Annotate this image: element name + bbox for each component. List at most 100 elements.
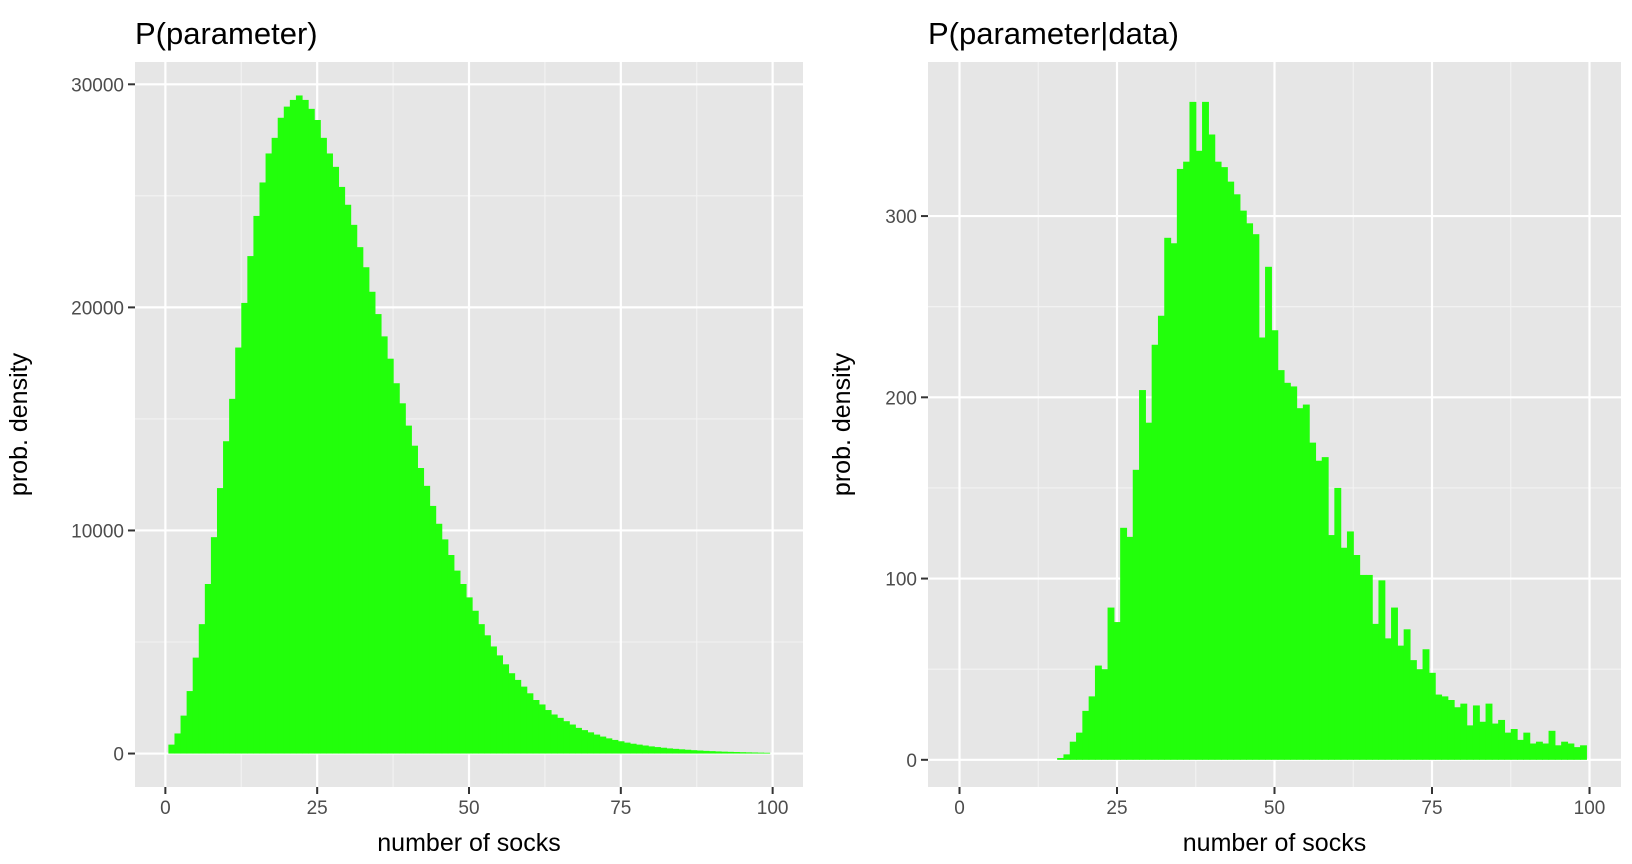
prior-histogram-bar [344, 204, 352, 754]
prior-histogram-bar [465, 597, 473, 754]
posterior-x-axis-ticks: 0 25 50 75 100 [954, 787, 1605, 819]
prior-histogram-bar [277, 117, 285, 754]
prior-histogram-bar [174, 733, 182, 754]
posterior-histogram-bar [1346, 531, 1354, 760]
prior-histogram-bar [387, 358, 394, 754]
posterior-histogram-bar [1164, 237, 1172, 760]
posterior-y-tick-label: 300 [885, 207, 917, 228]
prior-histogram-bar [532, 700, 540, 754]
prior-histogram-bar [727, 751, 734, 754]
posterior-histogram-bar [1529, 743, 1537, 760]
posterior-histogram-bar [1554, 745, 1562, 760]
prior-histogram-bar [192, 657, 200, 754]
prior-histogram-bar [186, 691, 194, 754]
prior-histogram-bar [393, 383, 400, 754]
posterior-histogram-bar [1151, 344, 1159, 760]
prior-histogram-bar [575, 727, 582, 754]
prior-x-tick-label: 75 [610, 798, 631, 819]
posterior-histogram-bar [1567, 743, 1575, 760]
posterior-histogram-bar [1202, 101, 1209, 760]
posterior-y-tick-label: 100 [885, 570, 917, 591]
posterior-histogram-bar [1113, 622, 1121, 760]
prior-y-tick-label: 20000 [71, 298, 124, 319]
posterior-histogram-bar [1176, 168, 1184, 760]
prior-histogram-bar [629, 743, 637, 754]
posterior-histogram-bar [1283, 382, 1291, 760]
prior-histogram-bar [259, 182, 267, 754]
prior-histogram-bar [271, 137, 279, 754]
prior-histogram-bar [660, 747, 667, 754]
prior-histogram-bar [599, 736, 607, 754]
posterior-x-axis-title: number of socks [1183, 829, 1366, 857]
posterior-histogram-bar [1157, 315, 1165, 760]
prior-histogram-bar [210, 537, 218, 754]
posterior-histogram-bar [1214, 161, 1222, 760]
posterior-histogram-bar [1296, 408, 1304, 760]
posterior-histogram-bar [1466, 725, 1474, 760]
prior-histogram-bar [380, 336, 388, 754]
posterior-histogram-bar [1542, 743, 1550, 760]
posterior-histogram-bar [1548, 730, 1556, 760]
prior-histogram-bar [362, 267, 370, 754]
prior-histogram-bar [623, 742, 631, 754]
posterior-histogram-bar [1094, 665, 1102, 760]
prior-histogram-bar [696, 750, 704, 754]
prior-histogram-bar [538, 704, 546, 754]
prior-histogram-bar [302, 99, 309, 754]
prior-histogram-bar [235, 347, 242, 754]
prior-histogram-bar [314, 120, 321, 754]
posterior-histogram-bar [1183, 161, 1191, 760]
prior-histogram-bar [678, 749, 686, 754]
posterior-histogram-bar [1523, 732, 1531, 760]
posterior-histogram-bar [1271, 330, 1279, 760]
prior-histogram-bar [745, 752, 752, 754]
prior-histogram-bar [550, 714, 558, 754]
posterior-histogram-bar [1409, 660, 1417, 760]
prior-histogram-bar [429, 505, 437, 754]
prior-histogram-bar [405, 425, 412, 754]
prior-histogram-bar [241, 302, 248, 754]
posterior-histogram-bar [1120, 527, 1128, 760]
prior-histogram-bar [502, 664, 510, 754]
posterior-histogram-bar [1504, 732, 1512, 760]
prior-histogram-bar [253, 215, 261, 754]
posterior-x-tick-label: 75 [1421, 798, 1442, 819]
prior-histogram-bar [374, 314, 382, 754]
prior-x-axis-title: number of socks [377, 829, 560, 857]
prior-plot-title: P(parameter) [135, 16, 318, 51]
posterior-histogram-bar [1340, 547, 1348, 760]
prior-histogram-bar [308, 108, 315, 754]
prior-histogram-bar [508, 673, 516, 754]
prior-histogram-bar [453, 570, 461, 754]
prior-histogram-bar [168, 744, 176, 754]
posterior-histogram-bar [1220, 167, 1228, 760]
prior-histogram-bar [423, 485, 431, 754]
prior-histogram-bar [490, 646, 497, 754]
prior-histogram-bar [684, 749, 692, 754]
posterior-histogram-bar [1208, 134, 1216, 760]
prior-histogram-bar [368, 291, 376, 754]
prior-y-tick-label: 10000 [71, 521, 124, 542]
posterior-y-tick-label: 200 [885, 388, 917, 409]
posterior-histogram-bar [1170, 243, 1178, 760]
prior-histogram-bar [526, 693, 534, 754]
prior-x-tick-label: 50 [458, 798, 479, 819]
prior-histogram-bar [198, 624, 206, 754]
prior-histogram-bar [459, 584, 467, 754]
posterior-histogram-bar [1082, 710, 1090, 760]
posterior-histogram-bar [1561, 741, 1569, 760]
prior-histogram-bar [642, 745, 649, 754]
posterior-histogram-bar [1088, 696, 1096, 760]
posterior-histogram-bar [1302, 404, 1310, 760]
posterior-histogram-bar [1246, 223, 1254, 760]
posterior-histogram-bar [1535, 741, 1543, 760]
posterior-histogram-bar [1428, 672, 1436, 760]
prior-histogram-bar [581, 730, 589, 754]
prior-histogram-bar [763, 752, 771, 754]
posterior-histogram-bar [1101, 669, 1109, 760]
posterior-histogram-bar [1290, 386, 1298, 760]
prior-histogram-bar [411, 445, 418, 754]
prior-y-axis-ticks: 0 10000 20000 30000 [71, 75, 135, 766]
posterior-histogram-bar [1403, 629, 1411, 760]
prior-histogram-bar [544, 710, 552, 754]
